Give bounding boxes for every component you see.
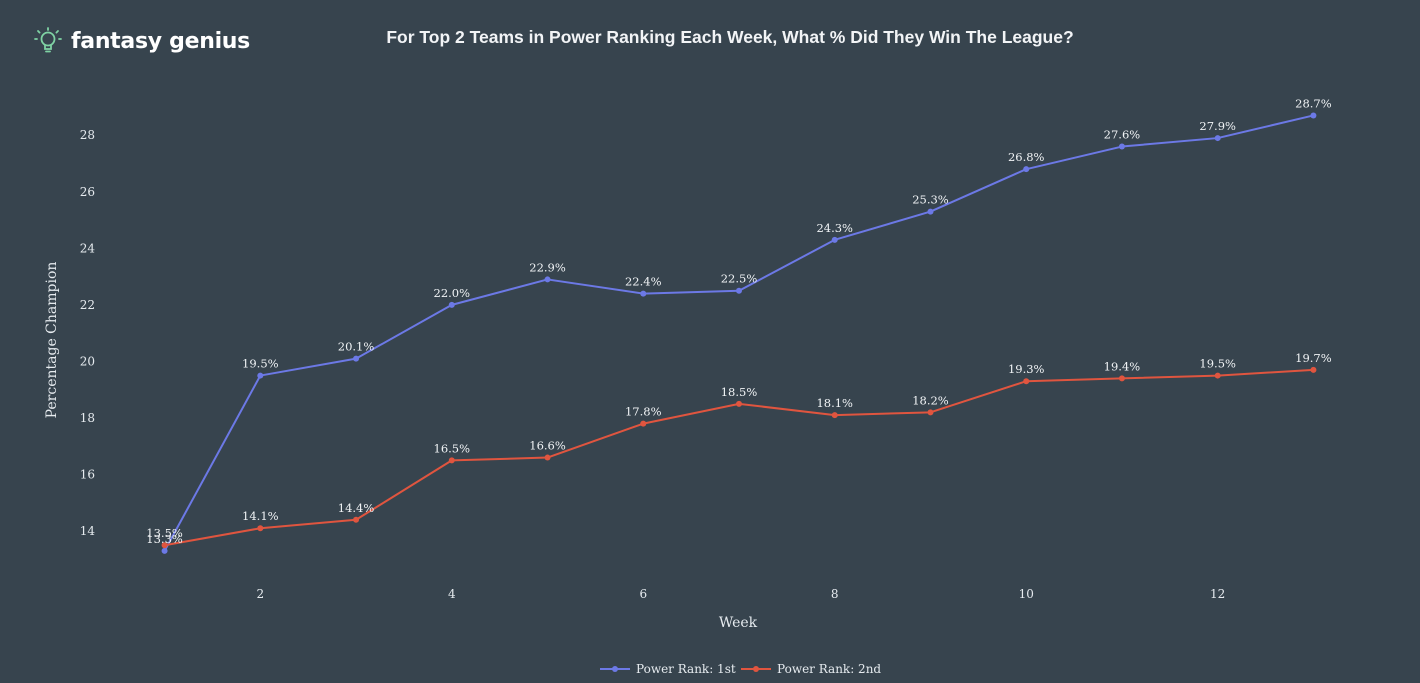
data-label: 14.4% [338,501,375,515]
y-axis-title: Percentage Champion [44,262,60,419]
data-label: 22.5% [721,272,758,286]
data-point [353,516,360,523]
data-label: 22.9% [529,260,566,274]
data-point [161,547,168,554]
data-label: 18.1% [816,396,853,410]
data-label: 16.5% [434,441,471,455]
x-tick-label: 12 [1210,587,1225,601]
data-label: 20.1% [338,340,375,354]
data-label: 18.2% [912,393,949,407]
legend-swatch-marker [612,666,618,672]
data-point [1023,166,1030,173]
data-label: 22.4% [625,275,662,289]
x-tick-label: 10 [1019,587,1034,601]
data-point [353,355,360,362]
lightbulb-icon [34,27,62,53]
x-tick-label: 4 [448,587,456,601]
brand-name: fantasy genius [71,28,250,54]
y-tick-label: 22 [80,298,95,312]
y-tick-label: 26 [80,185,95,199]
data-point [257,372,264,379]
chart-title: For Top 2 Teams in Power Ranking Each We… [386,27,1074,47]
data-point [1310,366,1317,373]
x-axis-title: Week [719,615,758,631]
legend: Power Rank: 1st Power Rank: 2nd [600,662,881,676]
data-label: 28.7% [1295,96,1332,110]
series-line-1 [163,114,1314,552]
data-label: 16.6% [529,439,566,453]
data-point [831,412,838,419]
data-label: 18.5% [721,385,758,399]
data-label: 24.3% [816,221,853,235]
x-axis-ticks: 2 4 6 8 10 12 [256,587,1225,601]
data-point [736,400,742,407]
data-label: 27.9% [1199,119,1236,133]
data-point [1214,372,1221,379]
data-point [927,208,934,215]
y-axis-ticks: 14 16 18 20 22 24 26 28 [80,128,96,538]
series-layer [161,112,1317,554]
data-label: 27.6% [1104,128,1141,142]
y-tick-label: 28 [80,128,95,142]
data-point [736,287,742,294]
legend-label: Power Rank: 2nd [777,662,881,676]
data-label: 19.4% [1104,359,1141,373]
legend-label: Power Rank: 1st [636,662,736,676]
data-label: 25.3% [912,193,949,207]
data-point [1118,375,1125,382]
data-point [831,236,838,243]
data-label: 13.3% [146,532,183,546]
data-point [1214,135,1221,142]
data-point [544,454,551,461]
data-label: 19.5% [1199,357,1236,371]
data-label: 19.3% [1008,362,1045,376]
data-label: 14.1% [242,509,279,523]
data-point [544,276,551,283]
data-point [448,301,455,308]
x-tick-label: 8 [831,587,839,601]
y-tick-label: 18 [80,411,95,425]
data-point [927,409,934,416]
data-point [1023,378,1030,385]
data-point [640,420,647,427]
data-label: 13.5% [146,526,183,540]
data-label: 17.8% [625,405,662,419]
data-label: 19.7% [1295,351,1332,365]
data-point [257,525,264,532]
data-label: 26.8% [1008,150,1045,164]
data-point [640,290,647,297]
y-tick-label: 20 [80,354,95,368]
brand-logo: fantasy genius [33,26,250,56]
data-label: 22.0% [434,286,471,300]
x-tick-label: 2 [256,587,264,601]
data-label: 19.5% [242,357,279,371]
data-point [448,457,455,464]
data-point [1118,143,1125,150]
x-tick-label: 6 [639,587,647,601]
y-tick-label: 14 [80,524,96,538]
data-labels-layer: 13.3% 19.5% 20.1% 22.0% 22.9% 22.4% 22.5% 24.3%… [146,96,1331,545]
data-point [161,542,168,549]
data-point [1310,112,1317,119]
y-tick-label: 24 [80,241,96,255]
y-tick-label: 16 [80,468,95,482]
legend-swatch-marker [753,666,759,672]
